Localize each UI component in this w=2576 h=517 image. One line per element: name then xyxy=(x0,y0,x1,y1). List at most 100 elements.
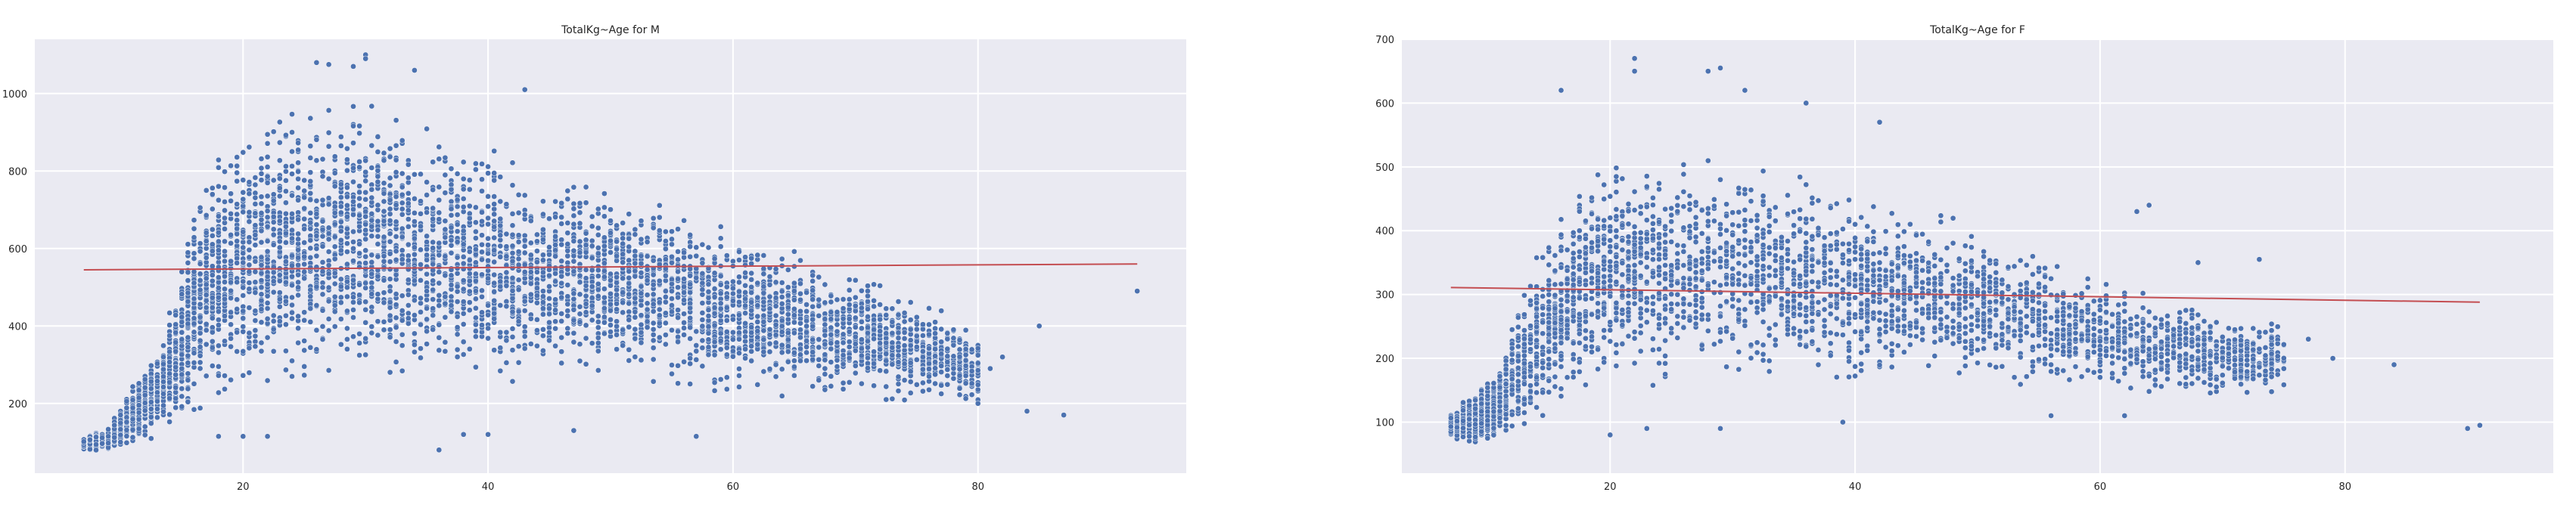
data-point xyxy=(160,379,166,385)
data-point xyxy=(216,294,222,301)
data-point xyxy=(460,321,467,327)
data-point xyxy=(319,202,326,208)
data-point xyxy=(564,241,571,247)
data-point xyxy=(766,340,773,347)
data-point xyxy=(650,281,657,288)
data-point xyxy=(160,342,166,349)
data-point xyxy=(907,317,914,324)
data-point xyxy=(264,153,271,160)
data-point xyxy=(135,402,142,409)
data-point xyxy=(644,313,651,320)
data-point xyxy=(509,333,516,340)
data-point xyxy=(822,316,828,322)
data-point xyxy=(675,284,681,291)
data-point xyxy=(240,324,247,330)
data-point xyxy=(877,302,884,308)
data-point xyxy=(270,269,277,276)
data-point xyxy=(901,310,908,316)
data-point xyxy=(350,178,356,185)
data-point xyxy=(381,208,387,215)
data-point xyxy=(742,333,748,340)
data-point xyxy=(913,321,920,327)
data-point xyxy=(760,299,767,305)
data-point xyxy=(240,372,247,379)
data-point xyxy=(527,252,534,258)
data-point xyxy=(895,381,902,387)
data-point xyxy=(283,321,289,328)
data-point xyxy=(129,434,136,441)
data-point xyxy=(270,312,277,319)
data-point xyxy=(240,348,247,354)
data-point xyxy=(356,352,362,358)
data-point xyxy=(362,213,369,220)
data-point xyxy=(405,292,412,298)
data-point xyxy=(766,293,773,300)
data-point xyxy=(497,283,504,289)
data-point xyxy=(325,327,332,334)
data-point xyxy=(240,239,247,246)
data-point xyxy=(687,381,694,387)
data-point xyxy=(663,320,669,327)
data-point xyxy=(576,272,583,279)
data-point xyxy=(356,250,362,256)
data-point xyxy=(589,283,595,289)
data-point xyxy=(926,331,932,338)
data-point xyxy=(595,267,601,274)
data-point xyxy=(736,299,742,305)
data-point xyxy=(675,362,681,369)
data-point xyxy=(276,272,283,278)
data-point xyxy=(270,348,277,354)
data-point xyxy=(576,238,583,245)
data-point xyxy=(509,258,516,265)
data-point xyxy=(711,286,718,292)
data-point xyxy=(877,328,884,334)
data-point xyxy=(374,202,381,209)
data-point xyxy=(331,255,338,262)
data-point xyxy=(742,270,748,276)
data-point xyxy=(301,268,308,275)
data-point xyxy=(185,249,191,256)
data-point xyxy=(148,399,154,405)
data-point xyxy=(319,243,326,249)
data-point xyxy=(583,249,589,255)
data-point xyxy=(325,249,332,255)
data-point xyxy=(466,277,473,284)
data-point xyxy=(932,359,938,365)
data-point xyxy=(393,256,399,263)
data-point xyxy=(460,260,467,267)
data-point xyxy=(534,258,540,265)
data-point xyxy=(576,209,583,216)
data-point xyxy=(546,296,552,302)
data-point xyxy=(895,359,902,366)
data-point xyxy=(711,351,718,358)
data-point xyxy=(418,223,424,230)
data-point xyxy=(399,367,406,374)
data-point xyxy=(491,280,498,286)
data-point xyxy=(907,390,914,396)
data-point xyxy=(693,348,700,354)
data-point xyxy=(852,333,859,340)
data-point xyxy=(216,213,222,219)
data-point xyxy=(234,231,241,237)
data-point xyxy=(699,345,706,351)
data-point xyxy=(644,306,651,313)
data-point xyxy=(141,407,148,414)
data-point xyxy=(540,327,546,333)
data-point xyxy=(209,277,216,284)
data-point xyxy=(344,145,350,152)
data-point xyxy=(840,331,847,338)
data-point xyxy=(337,181,344,187)
data-point xyxy=(117,439,124,445)
data-point xyxy=(160,402,166,409)
data-point xyxy=(295,292,301,299)
data-point xyxy=(252,279,259,286)
data-point xyxy=(907,326,914,333)
data-point xyxy=(614,346,620,352)
data-point xyxy=(405,224,412,230)
data-point xyxy=(141,376,148,382)
data-point xyxy=(337,294,344,301)
data-point xyxy=(216,322,222,328)
data-point xyxy=(301,177,308,184)
data-point xyxy=(368,223,375,230)
data-point xyxy=(938,369,945,376)
